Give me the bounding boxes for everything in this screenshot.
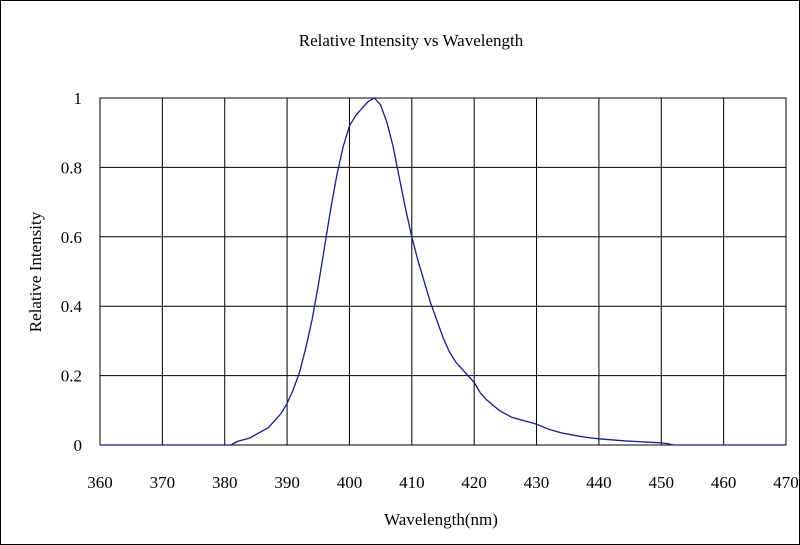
plot-border <box>99 97 787 446</box>
series-layer <box>100 97 786 446</box>
x-tick-label: 400 <box>337 473 363 492</box>
y-tick-label: 0.8 <box>61 158 82 177</box>
y-tick-label: 0.2 <box>61 367 82 386</box>
x-tick-label: 380 <box>212 473 238 492</box>
y-tick-label: 0 <box>74 436 83 455</box>
plot-area-border <box>99 97 787 446</box>
x-tick-labels: 360 370 380 390 400 410 420 430 440 450 460 470 <box>87 473 799 492</box>
y-tick-label: 0.4 <box>61 297 83 316</box>
y-axis-label: Relative Intensity <box>26 211 45 332</box>
y-tick-label: 1 <box>74 89 83 108</box>
x-tick-label: 390 <box>274 473 300 492</box>
x-tick-label: 440 <box>586 473 612 492</box>
x-tick-label: 470 <box>773 473 799 492</box>
series-line-0 <box>100 97 786 446</box>
x-tick-label: 450 <box>649 473 675 492</box>
grid-layer <box>99 97 787 446</box>
y-tick-labels: 0 0.2 0.4 0.6 0.8 1 <box>61 89 83 455</box>
x-tick-label: 370 <box>150 473 176 492</box>
x-tick-label: 410 <box>399 473 425 492</box>
y-tick-label: 0.6 <box>61 228 82 247</box>
chart-title: Relative Intensity vs Wavelength <box>299 31 524 50</box>
x-tick-label: 420 <box>461 473 487 492</box>
x-axis-label: Wavelength(nm) <box>384 510 498 529</box>
x-tick-label: 430 <box>524 473 550 492</box>
x-tick-label: 460 <box>711 473 737 492</box>
x-tick-label: 360 <box>87 473 113 492</box>
